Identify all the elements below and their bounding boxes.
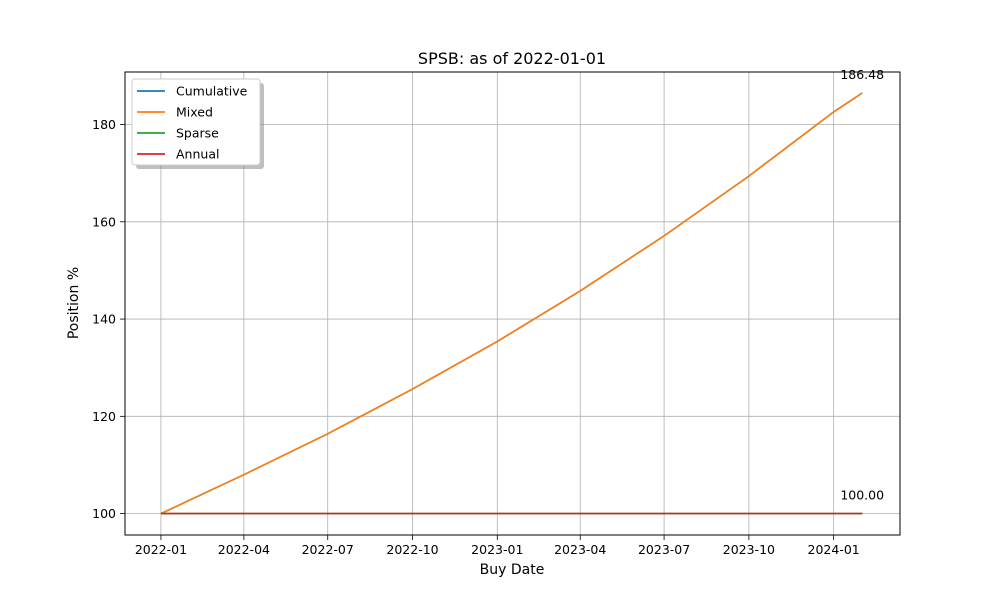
- x-axis-label: Buy Date: [480, 562, 545, 578]
- series-line-cumulative: [160, 92, 863, 515]
- y-tick-label: 100: [92, 506, 116, 521]
- x-tick-label: 2024-01: [808, 542, 860, 557]
- value-annotation: 186.48: [840, 67, 884, 82]
- x-tick-label: 2023-01: [471, 542, 523, 557]
- y-tick-label: 160: [92, 214, 116, 229]
- y-axis-label: Position %: [66, 267, 82, 339]
- x-tick-label: 2022-04: [218, 542, 270, 557]
- series-line-mixed: [160, 92, 863, 515]
- legend: Cumulative Mixed Sparse Annual: [131, 78, 264, 169]
- legend-label: Sparse: [176, 126, 219, 141]
- y-tick-label: 180: [92, 117, 116, 132]
- legend-label: Cumulative: [176, 84, 248, 99]
- x-tick-label: 2023-07: [638, 542, 690, 557]
- annotations: 186.48 100.00: [840, 67, 884, 503]
- chart-title: SPSB: as of 2022-01-01: [418, 49, 606, 68]
- x-tick-label: 2023-10: [723, 542, 775, 557]
- y-axis: 100 120 140 160 180: [92, 117, 125, 521]
- legend-label: Mixed: [176, 105, 213, 120]
- y-tick-label: 140: [92, 312, 116, 327]
- legend-box: [131, 78, 261, 166]
- series-layer: [160, 92, 863, 515]
- y-tick-label: 120: [92, 409, 116, 424]
- x-tick-label: 2023-04: [554, 542, 606, 557]
- x-tick-label: 2022-10: [386, 542, 438, 557]
- x-tick-label: 2022-01: [135, 542, 187, 557]
- legend-label: Annual: [176, 147, 219, 162]
- value-annotation: 100.00: [840, 488, 884, 503]
- x-axis: 2022-01 2022-04 2022-07 2022-10 2023-01 2023-…: [135, 535, 860, 557]
- plot-frame: [124, 71, 901, 536]
- x-tick-label: 2022-07: [302, 542, 354, 557]
